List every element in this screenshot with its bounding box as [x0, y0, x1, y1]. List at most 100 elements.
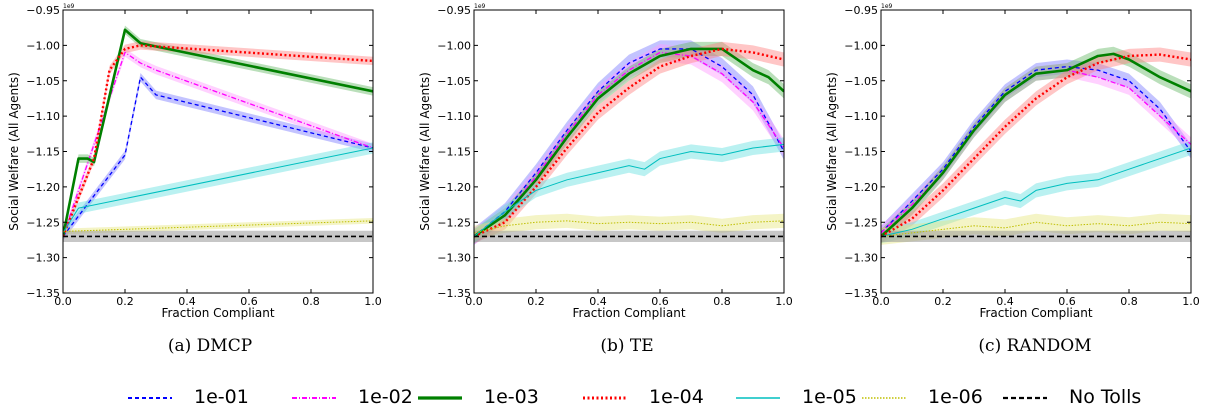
caption-c-tag: (c) [978, 336, 1002, 356]
series-line-1e-05 [474, 143, 784, 237]
y-tick-label: −1.25 [844, 216, 878, 229]
y-axis-label: Social Welfare (All Agents) [825, 72, 839, 231]
series-line-1e-05 [63, 147, 373, 234]
x-tick-label: 0.4 [589, 295, 607, 308]
y-tick-label: −1.05 [26, 75, 60, 88]
plot-area [63, 25, 373, 243]
y-axis-label: Social Welfare (All Agents) [418, 72, 432, 231]
band-1e-04 [474, 41, 784, 244]
legend-label: 1e-06 [928, 386, 983, 408]
y-tick-label: −1.15 [437, 146, 471, 159]
y-exponent: 1e9 [474, 3, 486, 10]
legend-label: 1e-04 [649, 386, 704, 408]
y-tick-label: −1.35 [844, 287, 878, 300]
x-tick-label: 0.0 [465, 295, 483, 308]
series-line-1e-01 [881, 65, 1191, 234]
legend-line-icon [418, 396, 462, 400]
y-axis-label: Social Welfare (All Agents) [7, 72, 21, 231]
chart-panel-2: −0.95 −1.00 −1.05 −1.10 −1.15 −1.20 −1.25 −1.30… [825, 3, 1200, 320]
band-1e-06 [881, 213, 1191, 245]
y-tick-label: −1.30 [26, 252, 60, 265]
series-line-1e-06 [881, 221, 1191, 237]
x-tick-label: 1.0 [364, 295, 382, 308]
band-1e-04 [881, 47, 1191, 244]
band-1e-01 [63, 72, 373, 241]
plot-area [881, 46, 1191, 245]
band-1e-06 [474, 213, 784, 240]
y-tick-label: −1.05 [844, 75, 878, 88]
legend-label: 1e-01 [194, 386, 249, 408]
x-tick-label: 0.6 [651, 295, 669, 308]
caption-b-tag: (b) [600, 336, 625, 356]
y-tick-label: −1.35 [26, 287, 60, 300]
x-tick-label: 0.0 [872, 295, 890, 308]
series-line-1e-06 [63, 220, 373, 232]
band-1e-01 [881, 59, 1191, 240]
series-line-1e-06 [474, 220, 784, 234]
x-tick-label: 0.8 [1120, 295, 1138, 308]
legend-line-icon [1003, 396, 1047, 400]
caption-a-name: DMCP [196, 336, 253, 356]
band-1e-04 [63, 41, 373, 241]
x-tick-label: 0.6 [240, 295, 258, 308]
legend: 1e-01 1e-02 1e-03 1e-04 1e-05 1e-06 No Tolls [0, 386, 1208, 410]
y-tick-label: −1.20 [844, 181, 878, 194]
y-tick-label: −1.05 [437, 75, 471, 88]
y-tick-label: −1.30 [437, 252, 471, 265]
x-tick-label: 0.6 [1058, 295, 1076, 308]
x-axis-label: Fraction Compliant [161, 306, 274, 320]
y-tick-label: −0.95 [26, 4, 60, 17]
legend-line-icon [128, 397, 172, 399]
x-axis-label: Fraction Compliant [979, 306, 1092, 320]
caption-b: (b) TE [527, 336, 727, 356]
y-tick-label: −1.15 [26, 146, 60, 159]
x-tick-label: 0.4 [996, 295, 1014, 308]
plot-area [474, 40, 784, 245]
y-tick-label: −1.00 [844, 39, 878, 52]
caption-a: (a) DMCP [110, 336, 310, 356]
chart-panel-0: −0.95 −1.00 −1.05 −1.10 −1.15 −1.20 −1.25 −1.30… [7, 3, 382, 320]
x-tick-label: 0.4 [178, 295, 196, 308]
series-line-1e-05 [881, 147, 1191, 237]
legend-line-icon [862, 397, 906, 399]
y-tick-label: −1.35 [437, 287, 471, 300]
x-tick-label: 0.2 [116, 295, 134, 308]
y-tick-label: −1.20 [26, 181, 60, 194]
x-tick-label: 1.0 [1182, 295, 1200, 308]
y-tick-label: −1.25 [437, 216, 471, 229]
charts-canvas: −0.95 −1.00 −1.05 −1.10 −1.15 −1.20 −1.25 −1.30… [7, 3, 1200, 320]
legend-label: 1e-03 [484, 386, 539, 408]
series-line-1e-04 [881, 53, 1191, 238]
y-tick-label: −1.15 [844, 146, 878, 159]
y-tick-label: −1.20 [437, 181, 471, 194]
caption-b-name: TE [629, 336, 654, 356]
band-1e-05 [881, 140, 1191, 244]
series-line-1e-04 [474, 47, 784, 238]
series-line-1e-02 [474, 51, 784, 237]
x-tick-label: 0.0 [54, 295, 72, 308]
legend-line-icon [583, 396, 627, 400]
x-tick-label: 0.2 [527, 295, 545, 308]
band-1e-03 [63, 25, 373, 241]
y-tick-label: −0.95 [437, 4, 471, 17]
x-tick-label: 0.8 [302, 295, 320, 308]
legend-label: 1e-05 [802, 386, 857, 408]
y-tick-label: −1.10 [844, 110, 878, 123]
series-line-1e-03 [63, 28, 373, 237]
y-exponent: 1e9 [63, 3, 75, 10]
legend-line-icon [736, 397, 780, 399]
y-tick-label: −1.10 [437, 110, 471, 123]
y-tick-label: −1.10 [26, 110, 60, 123]
x-tick-label: 0.2 [934, 295, 952, 308]
caption-c: (c) RANDOM [935, 336, 1135, 356]
caption-c-name: RANDOM [1006, 336, 1092, 356]
y-tick-label: −1.00 [26, 39, 60, 52]
y-tick-label: −1.25 [26, 216, 60, 229]
x-tick-label: 1.0 [775, 295, 793, 308]
series-line-1e-02 [63, 51, 373, 237]
series-line-1e-03 [474, 47, 784, 238]
series-line-1e-03 [881, 52, 1191, 238]
y-tick-label: −1.00 [437, 39, 471, 52]
x-tick-label: 0.8 [713, 295, 731, 308]
caption-a-tag: (a) [167, 336, 192, 356]
